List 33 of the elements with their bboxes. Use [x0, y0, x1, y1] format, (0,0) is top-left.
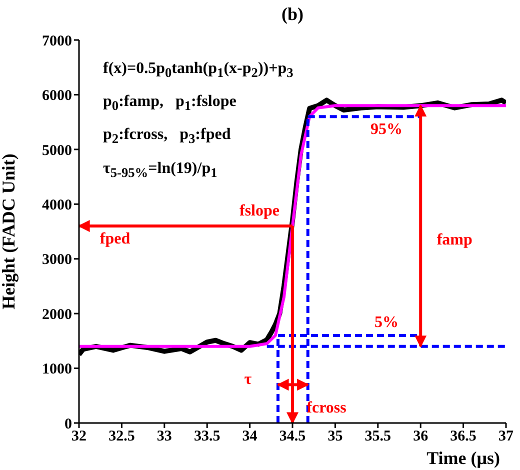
y-tick-label: 2000	[42, 306, 72, 323]
annotation: famp	[436, 232, 472, 249]
x-tick-label: 35	[328, 428, 343, 445]
y-tick-label: 0	[64, 416, 72, 432]
x-tick-label: 34.5	[279, 428, 306, 445]
annotation: 95%	[370, 121, 402, 138]
x-tick-label: 36.5	[450, 428, 476, 445]
x-tick-label: 33	[156, 428, 172, 445]
y-tick-label: 5000	[42, 142, 72, 159]
y-tick-label: 7000	[42, 33, 72, 50]
y-axis-title: Height (FADC Unit)	[0, 154, 18, 310]
x-tick-label: 33.5	[194, 428, 220, 445]
x-tick-label: 35.5	[364, 428, 392, 445]
x-tick-label: 32.5	[108, 428, 135, 445]
annotation: fslope	[240, 202, 280, 220]
annotation: 5%	[374, 314, 398, 331]
chart-title: (b)	[280, 4, 304, 25]
annotation: fped	[100, 230, 130, 248]
annotation: p$_{0}$:famp, p$_{1}$:fslope	[103, 92, 238, 116]
y-tick-label: 3000	[42, 252, 72, 268]
x-tick-label: 34	[242, 428, 258, 445]
x-tick-label: 36	[413, 428, 429, 445]
y-tick-label: 6000	[42, 88, 72, 104]
y-tick-label: 1000	[42, 362, 72, 378]
annotation: τ$_{5-95%}$=ln(19)/p$_{1}$	[103, 158, 218, 182]
x-axis-title: Time (μs)	[426, 448, 500, 468]
x-tick-label: 32	[72, 428, 86, 445]
annotation: τ	[244, 371, 252, 388]
x-tick-label: 37	[498, 428, 514, 445]
y-tick-label: 4000	[42, 197, 72, 214]
annotation: p$_{2}$:fcross, p$_{3}$:fped	[103, 125, 232, 149]
annotation: fcross	[306, 400, 346, 416]
annotation: f(x)=0.5p$_{0}$tanh(p$_{1}$(x-p$_{2}$))+p$_{3}$	[103, 59, 294, 82]
